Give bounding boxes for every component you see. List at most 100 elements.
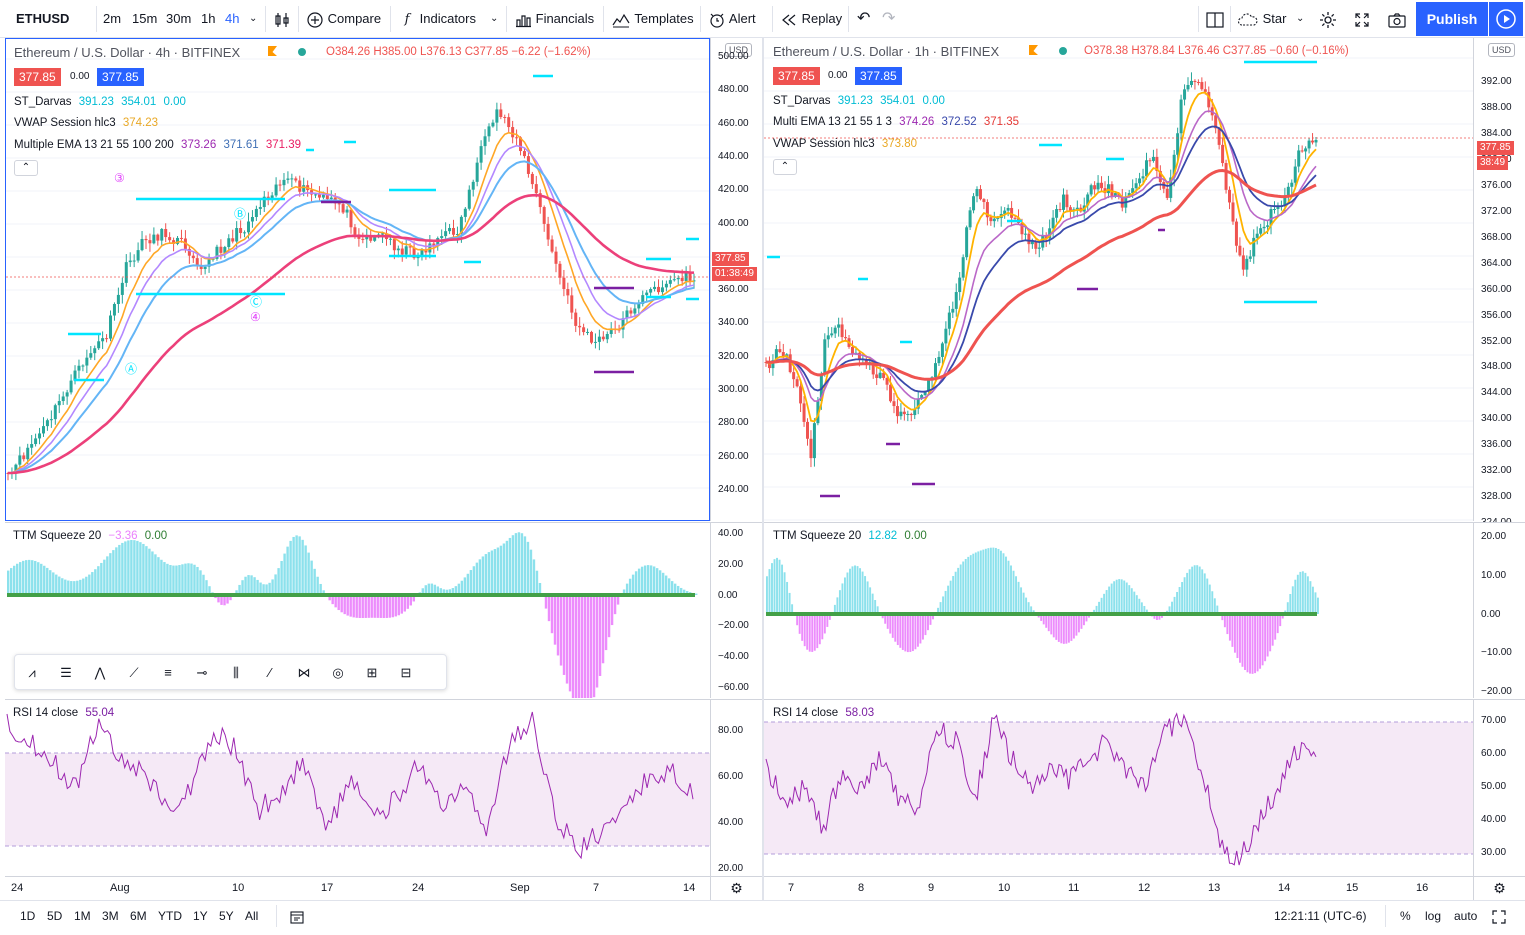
- auto-toggle[interactable]: auto: [1454, 901, 1477, 935]
- price-tick-label: 340.00: [1481, 413, 1512, 424]
- ask-price[interactable]: 377.85: [855, 67, 902, 85]
- clock-timezone[interactable]: 12:21:11 (UTC-6): [1274, 901, 1366, 935]
- ttm-bar: [97, 566, 99, 595]
- ask-price[interactable]: 377.85: [97, 68, 144, 86]
- right-rsi-pane[interactable]: RSI 14 close 58.03: [764, 699, 1473, 876]
- symbol-search[interactable]: ETHUSD: [16, 0, 69, 38]
- legend-st-darvas[interactable]: ST_Darvas 391.23 354.01 0.00: [14, 96, 186, 108]
- legend-ttm[interactable]: TTM Squeeze 20 12.82 0.00: [773, 530, 927, 542]
- fullscreen-icon[interactable]: [1353, 0, 1371, 38]
- chevron-down-icon[interactable]: ⌄: [490, 0, 498, 38]
- interval-1h[interactable]: 1h: [201, 0, 215, 38]
- cyclic-lines-icon[interactable]: ⫼: [223, 660, 249, 686]
- play-icon[interactable]: [1489, 2, 1523, 36]
- abcd-pattern-icon[interactable]: ⩘: [19, 660, 45, 686]
- left-price-pane[interactable]: Ethereum / U.S. Dollar · 4h · BITFINEX O…: [5, 38, 710, 521]
- ttm-bar: [22, 561, 24, 595]
- interval-2m[interactable]: 2m: [103, 0, 121, 38]
- elliott-wave-icon[interactable]: ⋀: [87, 660, 113, 686]
- ttm-bar: [841, 583, 843, 614]
- layout-split-icon[interactable]: [1205, 0, 1225, 38]
- ttm-bar: [814, 614, 816, 651]
- gear-icon[interactable]: ⚙: [1473, 876, 1525, 900]
- candle-body: [1290, 183, 1293, 187]
- range-1y[interactable]: 1Y: [193, 901, 208, 935]
- undo-icon[interactable]: ↶: [857, 0, 870, 38]
- range-1m[interactable]: 1M: [74, 901, 91, 935]
- range-all[interactable]: All: [245, 901, 258, 935]
- alert-button[interactable]: Alert: [708, 0, 756, 38]
- left-ttm-pane[interactable]: TTM Squeeze 20 −3.36 0.00 ⩘ ☰ ⋀ ⟋ ≡ ⊸ ⫼ …: [5, 522, 710, 698]
- collapse-legend-icon[interactable]: ⌃: [773, 159, 797, 175]
- chevron-down-icon[interactable]: ⌄: [1296, 0, 1304, 38]
- range-5y[interactable]: 5Y: [219, 901, 234, 935]
- compare-button[interactable]: Compare: [306, 0, 381, 38]
- trend-line-icon[interactable]: ∕: [257, 660, 283, 686]
- magnet-icon[interactable]: ◎: [325, 660, 351, 686]
- range-5d[interactable]: 5D: [47, 901, 62, 935]
- ttm-bar: [130, 540, 132, 595]
- range-6m[interactable]: 6M: [130, 901, 147, 935]
- interval-30m[interactable]: 30m: [166, 0, 191, 38]
- legend-vwap[interactable]: VWAP Session hlc3 373.80: [773, 138, 917, 150]
- collapse-legend-icon[interactable]: ⌃: [14, 160, 38, 176]
- layout-name-button[interactable]: Star: [1237, 0, 1286, 38]
- redo-icon[interactable]: ↷: [882, 0, 895, 38]
- range-ytd[interactable]: YTD: [158, 901, 182, 935]
- interval-4h[interactable]: 4h: [225, 0, 239, 38]
- gear-icon[interactable]: ⚙: [710, 876, 762, 900]
- chevron-down-icon[interactable]: ⌄: [249, 0, 257, 38]
- ttm-bar: [244, 577, 246, 595]
- ttm-bar: [889, 614, 891, 634]
- publish-button[interactable]: Publish: [1416, 2, 1488, 36]
- left-rsi-pane[interactable]: RSI 14 close 55.04: [5, 699, 710, 876]
- legend-multi-ema[interactable]: Multi EMA 13 21 55 1 3 374.26 372.52 371…: [773, 116, 1019, 128]
- ttm-bar: [374, 595, 376, 618]
- legend-rsi[interactable]: RSI 14 close 58.03: [773, 707, 874, 719]
- log-toggle[interactable]: log: [1425, 901, 1441, 935]
- maximize-icon[interactable]: [1491, 901, 1507, 935]
- measure-icon[interactable]: ⊞: [359, 660, 385, 686]
- interval-15m[interactable]: 15m: [132, 0, 157, 38]
- rsi-tick-label: 30.00: [1481, 847, 1506, 858]
- range-3m[interactable]: 3M: [102, 901, 119, 935]
- percent-toggle[interactable]: %: [1400, 901, 1411, 935]
- right-ttm-pane[interactable]: TTM Squeeze 20 12.82 0.00: [764, 522, 1473, 698]
- currency-badge[interactable]: USD: [1488, 43, 1515, 57]
- indicators-button[interactable]: f Indicators: [398, 0, 476, 38]
- date-range-icon[interactable]: ⊟: [393, 660, 419, 686]
- templates-button[interactable]: Templates: [611, 0, 694, 38]
- fib-icon[interactable]: ≡: [155, 660, 181, 686]
- replay-button[interactable]: Replay: [780, 0, 842, 38]
- bid-price[interactable]: 377.85: [773, 67, 820, 85]
- gear-icon[interactable]: [1318, 0, 1338, 38]
- calendar-range-icon[interactable]: [289, 901, 305, 935]
- legend-multiple-ema[interactable]: Multiple EMA 13 21 55 100 200 373.26 371…: [14, 139, 301, 151]
- right-price-pane[interactable]: Ethereum / U.S. Dollar · 1h · BITFINEX O…: [764, 38, 1473, 521]
- candle-body: [681, 278, 684, 281]
- candles-icon[interactable]: [273, 0, 291, 38]
- trend-angle-icon[interactable]: ⟋: [121, 660, 147, 686]
- ttm-tick-label: 40.00: [718, 528, 743, 539]
- ttm-bar: [79, 580, 81, 595]
- financials-button[interactable]: Financials: [514, 0, 594, 38]
- legend-vwap[interactable]: VWAP Session hlc3 374.23: [14, 117, 158, 129]
- legend-st-darvas[interactable]: ST_Darvas 391.23 354.01 0.00: [773, 95, 945, 107]
- range-1d[interactable]: 1D: [20, 901, 35, 935]
- xabcd-pattern-icon[interactable]: ⋈: [291, 660, 317, 686]
- legend-rsi[interactable]: RSI 14 close 55.04: [13, 707, 114, 719]
- price-tick-label: 352.00: [1481, 336, 1512, 347]
- lines-icon[interactable]: ☰: [53, 660, 79, 686]
- legend-ttm[interactable]: TTM Squeeze 20 −3.36 0.00: [13, 530, 167, 542]
- right-price-axis[interactable]: USD 392.00388.00384.00380.00376.00372.00…: [1473, 38, 1525, 521]
- camera-icon[interactable]: [1387, 0, 1407, 38]
- horizontal-ray-icon[interactable]: ⊸: [189, 660, 215, 686]
- bid-price[interactable]: 377.85: [14, 68, 61, 86]
